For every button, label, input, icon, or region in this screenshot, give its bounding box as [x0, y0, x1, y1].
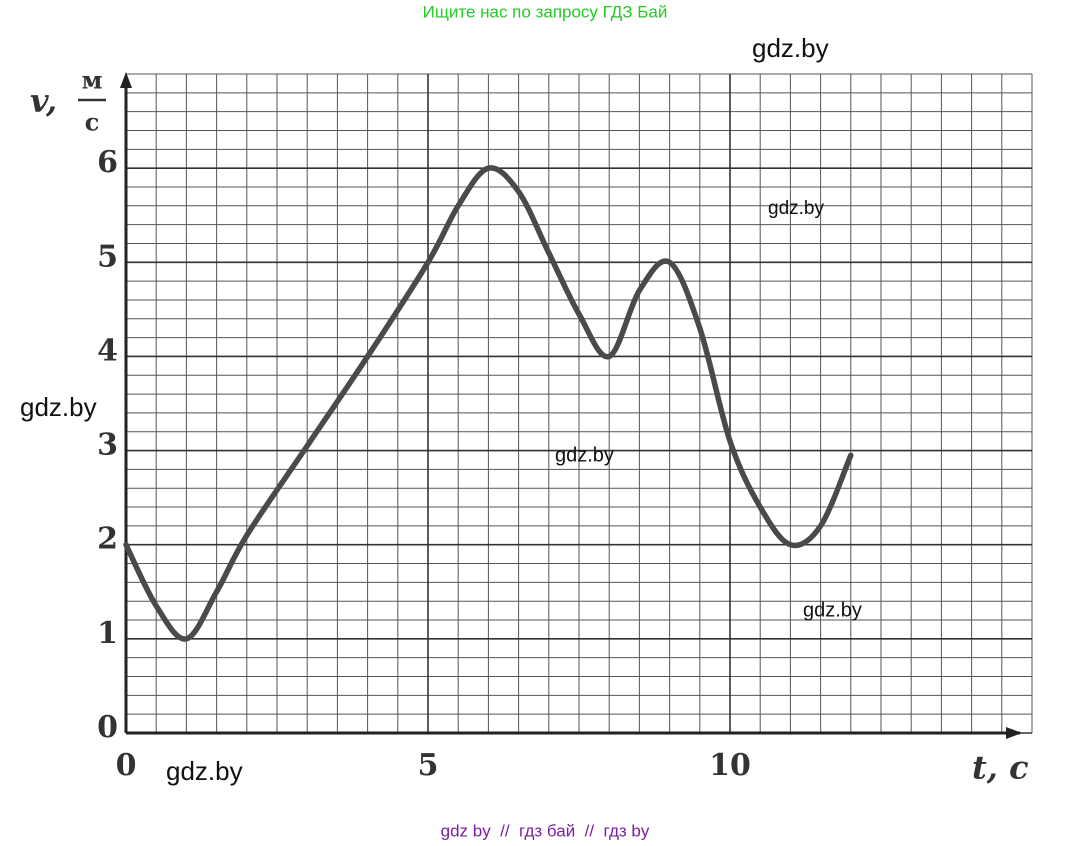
watermark: gdz.by — [752, 33, 829, 63]
x-axis-arrow — [1006, 727, 1022, 739]
watermark: gdz.by — [166, 756, 243, 786]
y-tick-label: 3 — [97, 428, 118, 463]
watermark: gdz.by — [20, 392, 97, 422]
y-tick-label: 5 — [97, 239, 118, 274]
y-tick-label: 0 — [97, 710, 118, 745]
y-unit-bottom: с — [85, 108, 100, 137]
y-unit-top: м — [82, 66, 103, 95]
y-tick-label: 1 — [97, 616, 118, 651]
x-tick-label: 0 — [116, 748, 137, 783]
search-note: Ищите нас по запросу ГДЗ Бай — [423, 2, 668, 21]
footer-note: gdz by // гдз бай // гдз by — [441, 821, 650, 840]
x-tick-label: 10 — [709, 748, 751, 783]
y-tick-label: 4 — [97, 333, 118, 368]
watermark: gdz.by — [768, 198, 824, 219]
y-axis-label: v, — [30, 82, 57, 120]
data-line — [123, 165, 854, 642]
x-axis-label: t, с — [972, 749, 1029, 787]
watermark: gdz.by — [555, 444, 614, 466]
grid — [125, 73, 1033, 734]
watermark: gdz.by — [803, 599, 862, 621]
y-tick-label: 6 — [97, 145, 118, 180]
y-tick-label: 2 — [97, 522, 118, 557]
x-tick-label: 5 — [418, 748, 439, 783]
y-axis-arrow — [120, 72, 132, 88]
